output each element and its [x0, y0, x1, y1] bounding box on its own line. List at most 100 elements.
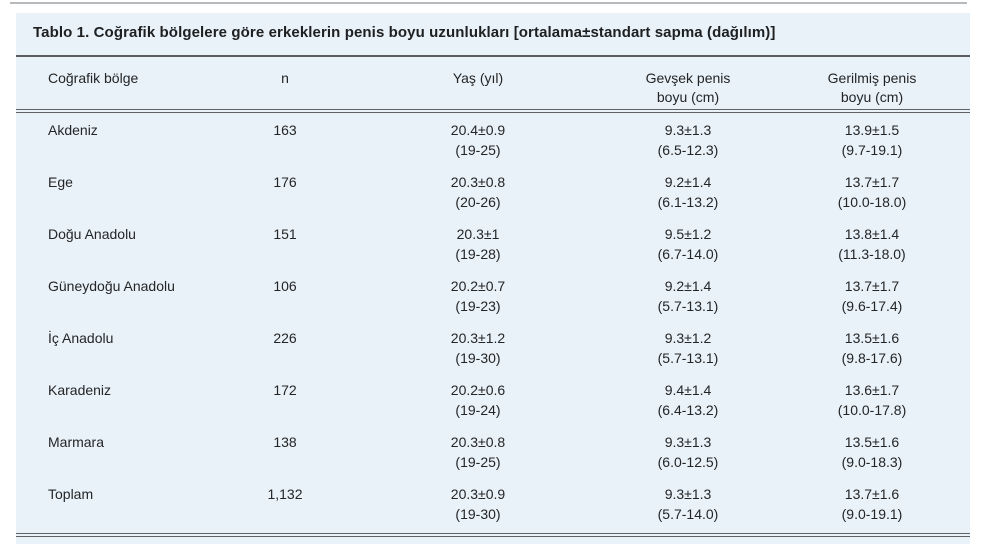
title-rule	[16, 55, 970, 57]
stretched-mean: 13.5±1.6	[844, 434, 900, 450]
header-line: Gerilmiş penis	[827, 70, 917, 86]
age-mean: 20.3±0.9	[450, 486, 506, 502]
flaccid-mean: 9.4±1.4	[664, 382, 712, 398]
age-cell: 20.3±0.8 (19-25)	[354, 425, 602, 477]
flaccid-range: (6.7-14.0)	[657, 246, 719, 262]
age-mean: 20.4±0.9	[450, 122, 506, 138]
stretched-range: (10.0-18.0)	[837, 194, 907, 210]
age-cell: 20.2±0.7 (19-23)	[354, 269, 602, 321]
age-mean: 20.3±0.8	[450, 434, 506, 450]
age-range: (20-26)	[455, 194, 501, 210]
flaccid-cell: 9.3±1.3 (6.0-12.5)	[602, 425, 774, 477]
region-cell: Toplam	[16, 477, 216, 537]
flaccid-mean: 9.3±1.2	[664, 330, 712, 346]
header-row: Coğrafik bölge n Yaş (yıl) Gevşek penis …	[16, 57, 970, 113]
stretched-mean: 13.7±1.7	[844, 278, 900, 294]
flaccid-cell: 9.3±1.2 (5.7-13.1)	[602, 321, 774, 373]
n-cell: 172	[273, 382, 297, 398]
table-row: Karadeniz 172 20.2±0.6 (19-24) 9.4±1.4 (…	[16, 373, 970, 425]
age-mean: 20.2±0.7	[450, 278, 506, 294]
column-header-stretched: Gerilmiş penis boyu (cm)	[774, 57, 970, 113]
age-cell: 20.3±0.9 (19-30)	[354, 477, 602, 537]
stretched-cell: 13.7±1.6 (9.0-19.1)	[774, 477, 970, 537]
age-cell: 20.3±1 (19-28)	[354, 217, 602, 269]
stretched-range: (9.0-18.3)	[841, 454, 903, 470]
age-range: (19-28)	[455, 246, 501, 262]
region-cell: Karadeniz	[48, 382, 112, 398]
age-range: (19-25)	[455, 142, 501, 158]
stretched-mean: 13.8±1.4	[844, 226, 900, 242]
flaccid-range: (6.0-12.5)	[657, 454, 719, 470]
stretched-range: (10.0-17.8)	[837, 402, 907, 418]
n-cell: 151	[273, 226, 297, 242]
n-cell: 1,132	[216, 477, 354, 537]
age-mean: 20.3±1	[456, 226, 500, 242]
column-header-region: Coğrafik bölge	[16, 57, 216, 113]
stretched-range: (9.8-17.6)	[841, 350, 903, 366]
stretched-mean: 13.7±1.7	[844, 174, 900, 190]
age-cell: 20.4±0.9 (19-25)	[354, 111, 602, 165]
table-header: Coğrafik bölge n Yaş (yıl) Gevşek penis …	[16, 57, 970, 113]
flaccid-cell: 9.3±1.3 (6.5-12.3)	[602, 111, 774, 165]
column-header-flaccid: Gevşek penis boyu (cm)	[602, 57, 774, 113]
age-range: (19-30)	[455, 506, 501, 522]
header-line: boyu (cm)	[656, 89, 720, 105]
table-row: Güneydoğu Anadolu 106 20.2±0.7 (19-23) 9…	[16, 269, 970, 321]
stretched-mean: 13.6±1.7	[844, 382, 900, 398]
table-row: Akdeniz 163 20.4±0.9 (19-25) 9.3±1.3 (6.…	[16, 111, 970, 165]
table-figure-panel: Tablo 1. Coğrafik bölgelere göre erkekle…	[16, 13, 970, 544]
age-range: (19-23)	[455, 298, 501, 314]
flaccid-range: (5.7-13.1)	[657, 298, 719, 314]
n-cell: 106	[273, 278, 297, 294]
flaccid-cell: 9.2±1.4 (6.1-13.2)	[602, 165, 774, 217]
table-body: Akdeniz 163 20.4±0.9 (19-25) 9.3±1.3 (6.…	[16, 111, 970, 537]
n-cell: 163	[273, 122, 297, 138]
flaccid-mean: 9.3±1.3	[664, 486, 712, 502]
flaccid-mean: 9.2±1.4	[664, 174, 712, 190]
age-cell: 20.3±1.2 (19-30)	[354, 321, 602, 373]
flaccid-range: (6.4-13.2)	[657, 402, 719, 418]
flaccid-cell: 9.3±1.3 (5.7-14.0)	[602, 477, 774, 537]
region-cell: İç Anadolu	[48, 330, 114, 346]
stretched-cell: 13.5±1.6 (9.0-18.3)	[774, 425, 970, 477]
stretched-range: (11.3-18.0)	[838, 246, 906, 262]
table-row: İç Anadolu 226 20.3±1.2 (19-30) 9.3±1.2 …	[16, 321, 970, 373]
stretched-cell: 13.6±1.7 (10.0-17.8)	[774, 373, 970, 425]
stretched-cell: 13.5±1.6 (9.8-17.6)	[774, 321, 970, 373]
flaccid-cell: 9.5±1.2 (6.7-14.0)	[602, 217, 774, 269]
flaccid-range: (5.7-14.0)	[657, 506, 719, 522]
header-line: n	[281, 70, 289, 86]
flaccid-cell: 9.4±1.4 (6.4-13.2)	[602, 373, 774, 425]
column-header-n: n	[216, 57, 354, 113]
stretched-cell: 13.9±1.5 (9.7-19.1)	[774, 111, 970, 165]
table-title: Tablo 1. Coğrafik bölgelere göre erkekle…	[33, 24, 776, 41]
region-cell: Akdeniz	[48, 122, 98, 138]
flaccid-mean: 9.2±1.4	[664, 278, 712, 294]
header-line: Gevşek penis	[645, 70, 731, 86]
flaccid-mean: 9.3±1.3	[664, 122, 712, 138]
age-range: (19-24)	[455, 402, 501, 418]
stretched-cell: 13.8±1.4 (11.3-18.0)	[774, 217, 970, 269]
column-header-age: Yaş (yıl)	[354, 57, 602, 113]
age-cell: 20.2±0.6 (19-24)	[354, 373, 602, 425]
flaccid-range: (6.1-13.2)	[657, 194, 719, 210]
data-table: Coğrafik bölge n Yaş (yıl) Gevşek penis …	[16, 57, 970, 537]
stretched-cell: 13.7±1.7 (10.0-18.0)	[774, 165, 970, 217]
stretched-range: (9.0-19.1)	[841, 506, 903, 522]
age-mean: 20.3±1.2	[450, 330, 506, 346]
stretched-cell: 13.7±1.7 (9.6-17.4)	[774, 269, 970, 321]
age-cell: 20.3±0.8 (20-26)	[354, 165, 602, 217]
table-row-total: Toplam 1,132 20.3±0.9 (19-30) 9.3±1.3 (5…	[16, 477, 970, 537]
header-line: Yaş (yıl)	[452, 70, 504, 86]
flaccid-range: (5.7-13.1)	[657, 350, 719, 366]
header-line: boyu (cm)	[840, 89, 904, 105]
stretched-mean: 13.9±1.5	[844, 122, 900, 138]
stretched-range: (9.6-17.4)	[841, 298, 903, 314]
region-cell: Güneydoğu Anadolu	[48, 278, 175, 294]
age-range: (19-30)	[455, 350, 501, 366]
flaccid-mean: 9.3±1.3	[664, 434, 712, 450]
table-row: Doğu Anadolu 151 20.3±1 (19-28) 9.5±1.2 …	[16, 217, 970, 269]
age-mean: 20.3±0.8	[450, 174, 506, 190]
stretched-range: (9.7-19.1)	[841, 142, 903, 158]
